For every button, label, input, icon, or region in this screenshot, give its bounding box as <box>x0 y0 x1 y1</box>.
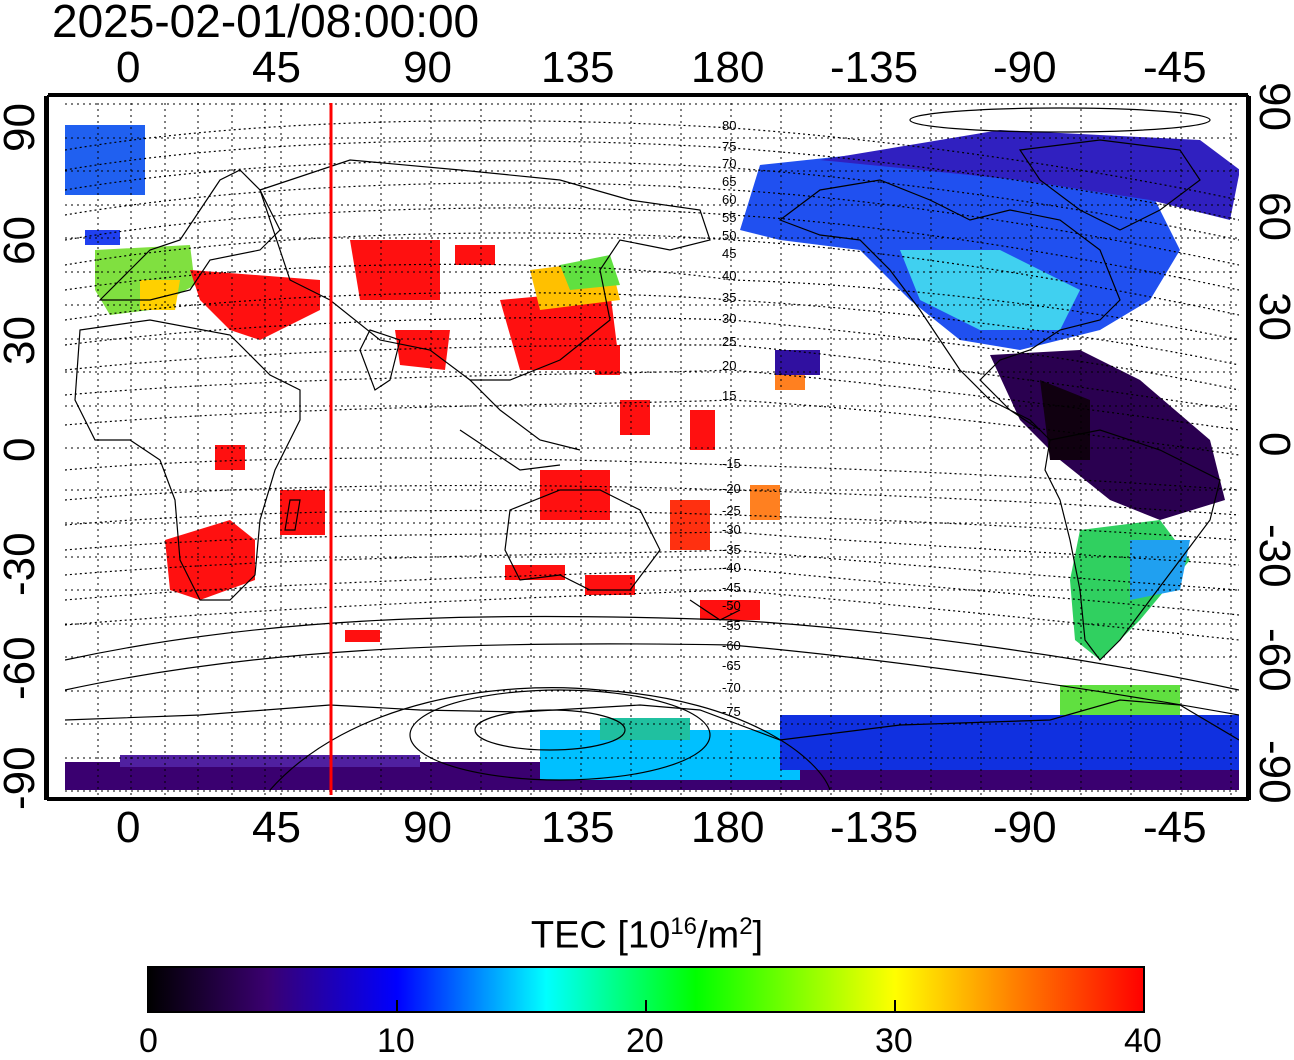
contour-label: 15 <box>722 388 736 403</box>
colorbar-tick-label: 20 <box>626 1022 664 1060</box>
lon-label-bottom: -90 <box>993 803 1057 852</box>
lat-label-right: 90 <box>1250 82 1294 131</box>
lat-label-right: 30 <box>1250 292 1294 341</box>
contour-label: -70 <box>722 680 741 695</box>
contour-label: -35 <box>722 542 741 557</box>
lon-label-bottom: 135 <box>541 803 615 852</box>
contour-label: -65 <box>722 658 741 673</box>
lon-label-top: 180 <box>691 43 765 92</box>
contour-label: 30 <box>722 311 736 326</box>
lat-label-left: 90 <box>0 103 44 152</box>
lon-label-top: 90 <box>403 43 452 92</box>
lat-label-left: 30 <box>0 316 44 365</box>
lon-label-top: 135 <box>541 43 615 92</box>
colorbar-tick-marks <box>396 1000 896 1012</box>
colorbar-tick-label: 10 <box>377 1022 415 1060</box>
contour-label: 20 <box>722 358 736 373</box>
lat-label-right: 0 <box>1250 432 1294 456</box>
contour-label: 75 <box>722 139 736 154</box>
lat-label-right: -60 <box>1250 628 1294 692</box>
lat-label-left: -90 <box>0 746 44 810</box>
lon-label-top: -90 <box>993 43 1057 92</box>
map-timestamp-title: 2025-02-01/08:00:00 <box>52 0 480 47</box>
australia-coast <box>504 489 661 591</box>
contour-label: -25 <box>722 503 741 518</box>
south-america-coast <box>1044 429 1221 661</box>
contour-label: -50 <box>722 598 741 613</box>
contour-label: 70 <box>722 156 736 171</box>
colorbar-tick-label: 40 <box>1124 1022 1162 1060</box>
contour-labels: 80 75 70 65 60 55 50 45 40 35 30 25 20 1… <box>722 118 741 719</box>
contour-label: -55 <box>722 618 741 633</box>
lat-label-left: -30 <box>0 532 44 596</box>
lon-label-bottom: -45 <box>1143 803 1207 852</box>
contour-label: -60 <box>722 638 741 653</box>
contour-label: 50 <box>722 228 736 243</box>
contour-label: 25 <box>722 334 736 349</box>
contour-label: 55 <box>722 210 736 225</box>
colorbar-tick-label: 30 <box>875 1022 913 1060</box>
contour-label: 65 <box>722 174 736 189</box>
colorbar-tick-label: 0 <box>139 1022 158 1060</box>
contour-label: 40 <box>722 268 736 283</box>
contour-label: 80 <box>722 118 736 133</box>
lon-label-top: -45 <box>1143 43 1207 92</box>
north-america-coast <box>778 179 1121 441</box>
lat-label-right: -30 <box>1250 524 1294 588</box>
contour-label: 45 <box>722 246 736 261</box>
lon-label-bottom: -135 <box>830 803 919 852</box>
lat-label-left: 60 <box>0 216 44 265</box>
lon-label-top: 45 <box>252 43 301 92</box>
graticule <box>65 103 1239 795</box>
lat-label-left: -60 <box>0 636 44 700</box>
contour-label: 60 <box>722 192 736 207</box>
contour-label: -40 <box>722 560 741 575</box>
lon-label-top: 0 <box>116 43 141 92</box>
lat-label-left: 0 <box>0 438 44 462</box>
contour-label: -30 <box>722 522 741 537</box>
contour-label: -15 <box>722 456 741 471</box>
lon-label-top: -135 <box>830 43 919 92</box>
frame-tick-bars <box>44 93 1251 801</box>
lat-label-right: -90 <box>1250 740 1294 804</box>
contour-label: -75 <box>722 704 741 719</box>
lon-label-bottom: 45 <box>252 803 301 852</box>
africa-tec <box>165 520 255 600</box>
contour-label: 35 <box>722 290 736 305</box>
lat-label-right: 60 <box>1250 192 1294 241</box>
contour-label: -20 <box>722 481 741 496</box>
lon-label-bottom: 90 <box>403 803 452 852</box>
lon-label-bottom: 180 <box>691 803 765 852</box>
contour-label: -45 <box>722 580 741 595</box>
polar-contours <box>65 107 1239 791</box>
lon-label-bottom: 0 <box>116 803 141 852</box>
colorbar-title: TEC [1016/m2] <box>530 913 764 957</box>
tec-data-regions <box>65 125 1239 790</box>
